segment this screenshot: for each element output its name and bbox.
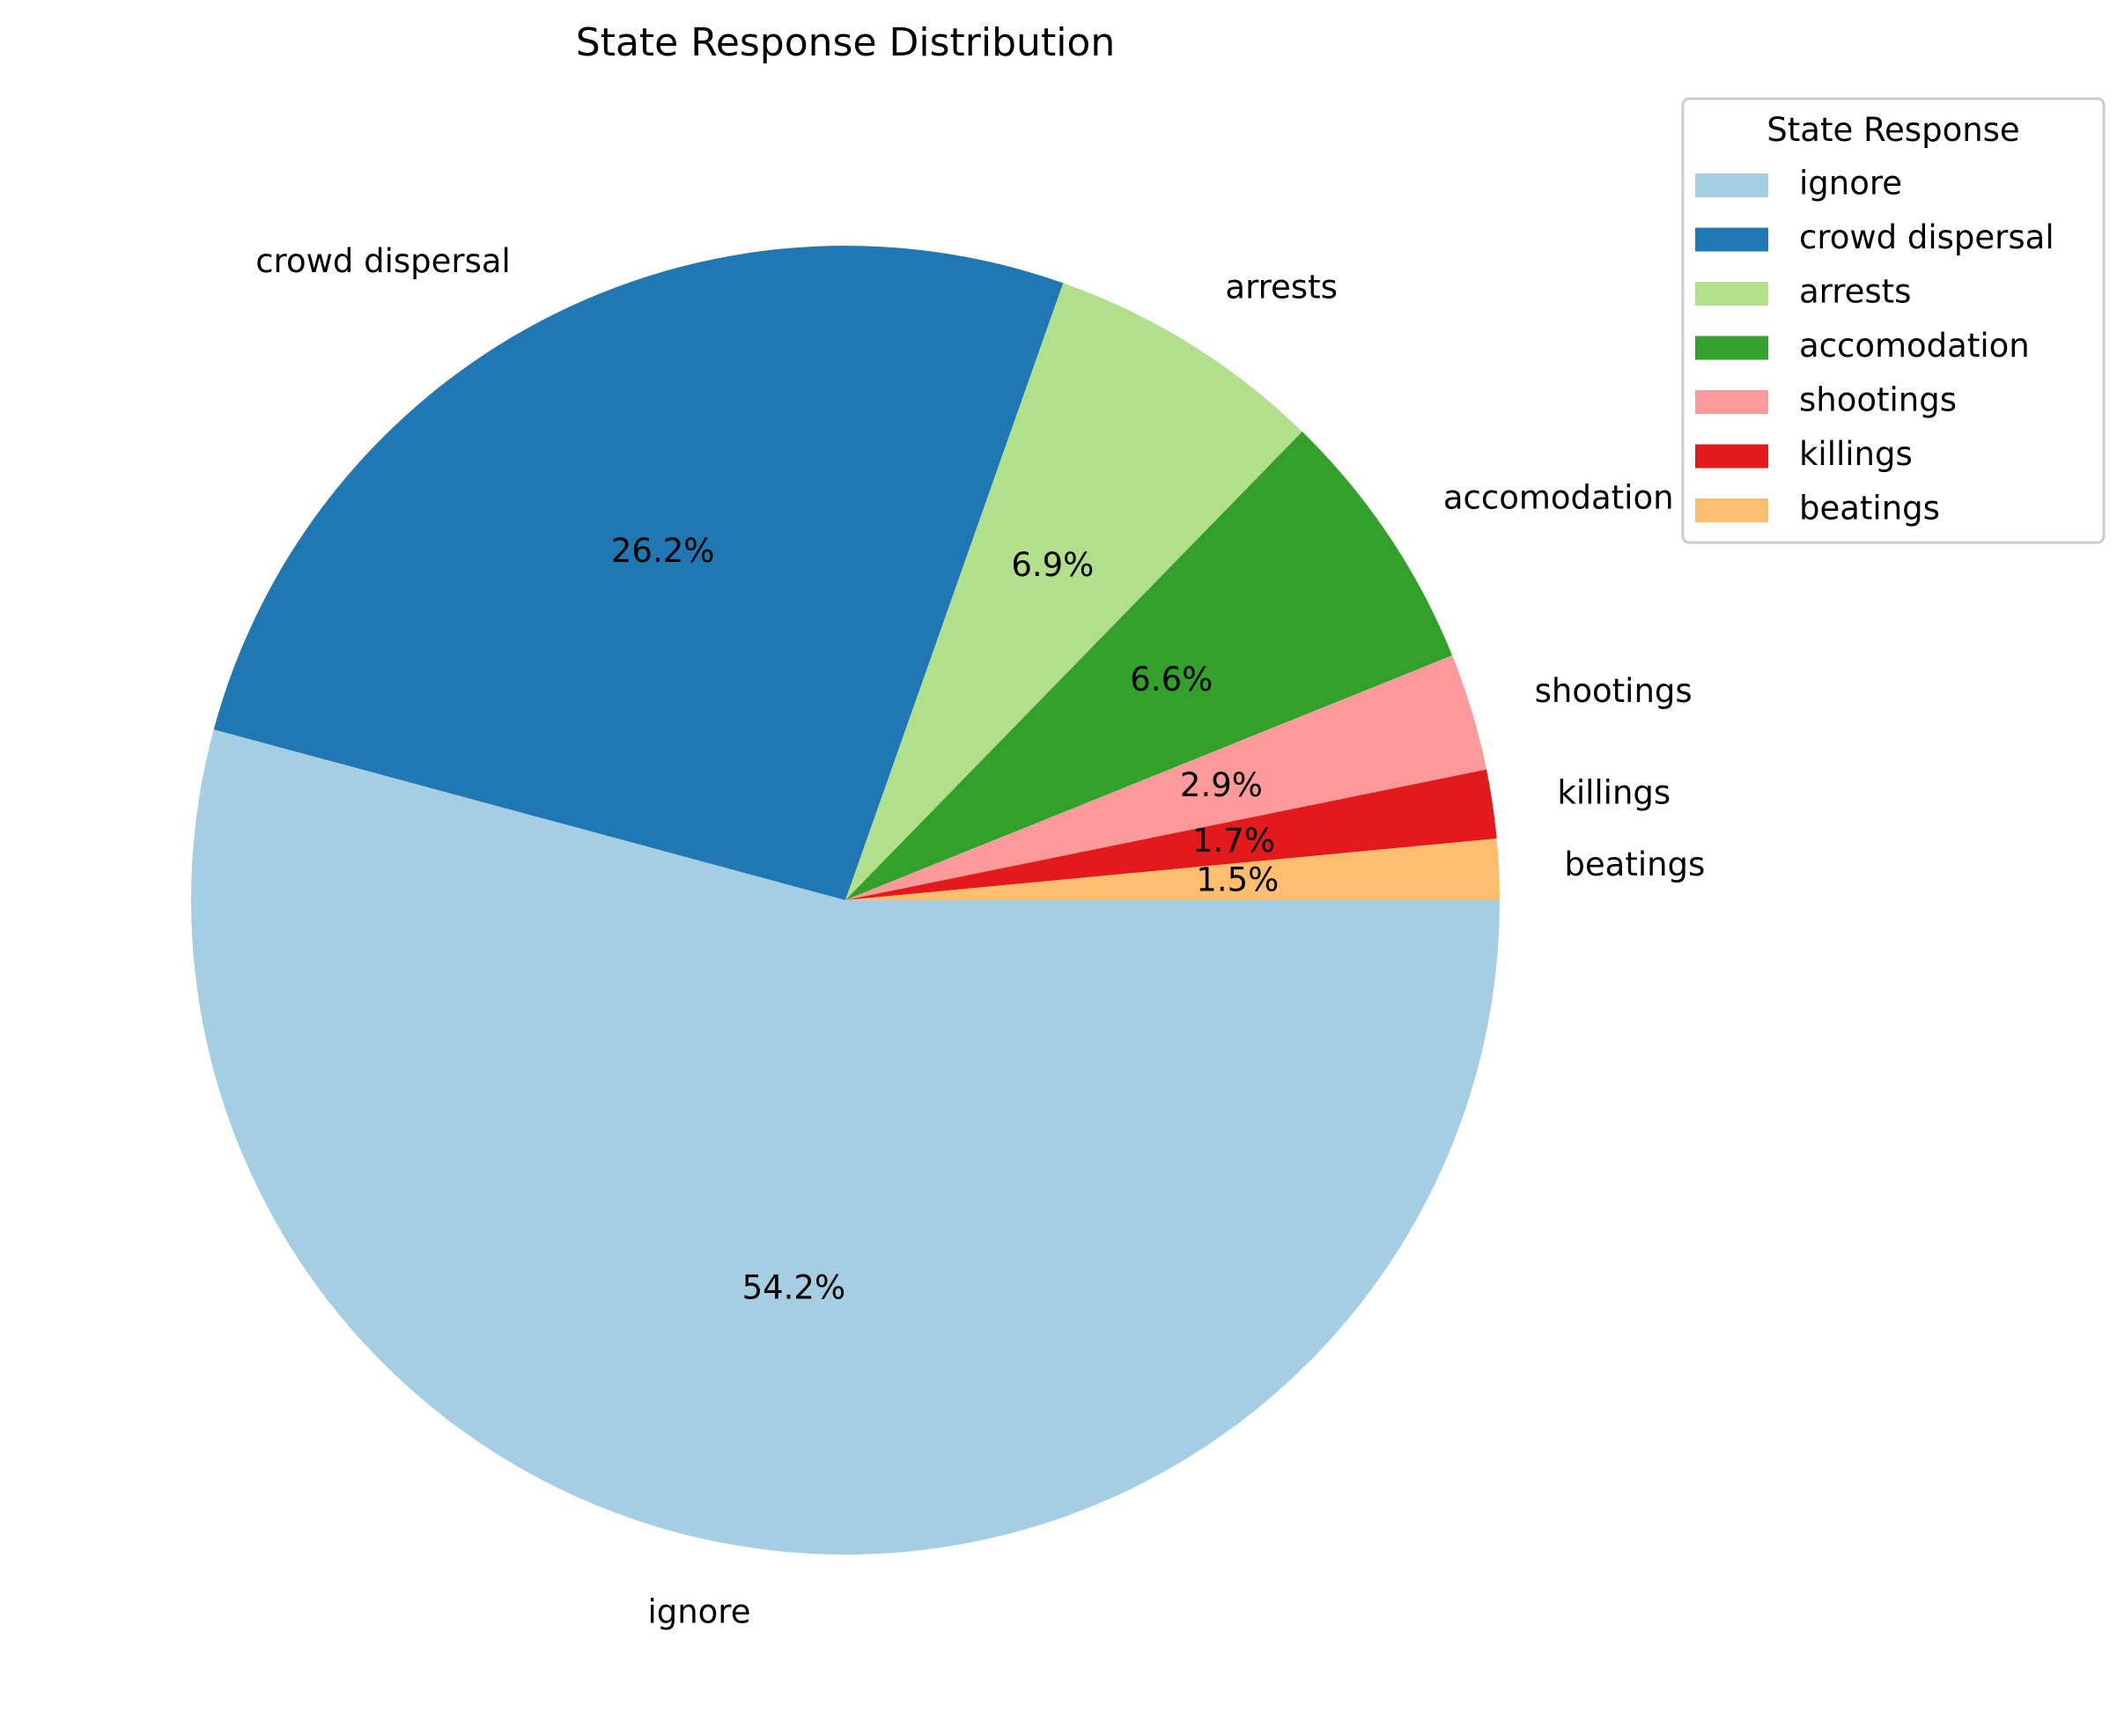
- legend-label-ignore: ignore: [1799, 165, 1902, 203]
- pct-label-shootings: 2.9%: [1180, 766, 1263, 804]
- legend-label-shootings: shootings: [1799, 381, 1957, 419]
- slice-crowd-dispersal: [213, 246, 1064, 900]
- slice-label-beatings: beatings: [1564, 846, 1705, 883]
- pct-label-accomodation: 6.6%: [1130, 661, 1213, 698]
- legend-label-crowd-dispersal: crowd dispersal: [1799, 218, 2054, 256]
- slice-label-ignore: ignore: [647, 1593, 750, 1631]
- slice-shootings: [845, 655, 1487, 900]
- legend-label-beatings: beatings: [1799, 490, 1940, 528]
- slice-killings: [845, 769, 1497, 900]
- legend-swatch-killings: [1695, 444, 1768, 469]
- slice-label-arrests: arrests: [1225, 268, 1337, 306]
- chart-title: State Response Distribution: [576, 20, 1115, 65]
- pct-label-ignore: 54.2%: [742, 1268, 846, 1306]
- pct-label-beatings: 1.5%: [1196, 861, 1279, 898]
- legend-label-killings: killings: [1799, 435, 1913, 473]
- slice-accomodation: [845, 432, 1453, 900]
- slice-labels: ignore crowd dispersal arrests accomodation…: [255, 242, 1705, 1631]
- legend-frame: [1681, 97, 2106, 544]
- legend-label-accomodation: accomodation: [1799, 327, 2030, 365]
- pct-label-crowd-dispersal: 26.2%: [611, 532, 715, 570]
- legend-swatch-shootings: [1695, 390, 1768, 414]
- legend-swatch-arrests: [1695, 282, 1768, 306]
- slice-label-accomodation: accomodation: [1443, 478, 1674, 516]
- slice-beatings: [845, 838, 1500, 900]
- slice-label-crowd-dispersal: crowd dispersal: [255, 242, 511, 280]
- legend-swatch-crowd-dispersal: [1695, 227, 1768, 252]
- pct-label-arrests: 6.9%: [1011, 546, 1094, 584]
- legend-label-arrests: arrests: [1799, 273, 1911, 311]
- legend-swatch-accomodation: [1695, 336, 1768, 360]
- slice-label-killings: killings: [1557, 773, 1671, 811]
- pct-label-killings: 1.7%: [1192, 822, 1275, 860]
- slice-arrests: [845, 283, 1302, 900]
- legend-swatch-beatings: [1695, 499, 1768, 522]
- legend-swatch-ignore: [1695, 174, 1768, 197]
- slice-ignore: [190, 729, 1500, 1555]
- pie-slices: [190, 246, 1500, 1555]
- percentage-labels: 54.2% 26.2% 6.9% 6.6% 2.9% 1.7%1.5%: [611, 532, 1279, 1307]
- slice-label-shootings: shootings: [1535, 672, 1693, 710]
- legend-title: State Response: [1767, 111, 2019, 149]
- legend: State Response ignore crowd dispersal arre…: [1681, 97, 2106, 544]
